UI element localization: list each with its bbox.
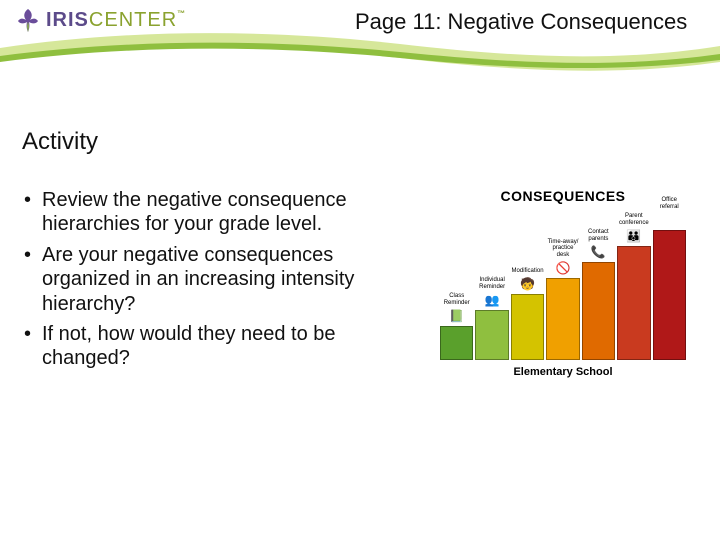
chart-caption: Elementary School <box>438 366 688 378</box>
logo-center-text: CENTER <box>89 9 177 31</box>
bar-rect <box>653 230 686 360</box>
chart-bar: Modification 🧒 <box>511 258 544 360</box>
bar-label: Individual Reminder <box>479 274 505 290</box>
chart-bar: Contact parents 📞 <box>582 226 615 360</box>
bar-icon: 👥 <box>483 292 501 308</box>
logo-tm: ™ <box>177 9 186 18</box>
chart-title: CONSEQUENCES <box>438 188 688 204</box>
bar-label: Contact parents <box>588 226 609 242</box>
chart-bar: Time-away/ practice desk 🚫 <box>546 242 579 360</box>
chart-bar: Office referral <box>653 194 686 360</box>
bar-label: Time-away/ practice desk <box>546 242 579 258</box>
slide-header: IRISCENTER™ Page 11: Negative Consequenc… <box>0 0 720 78</box>
bar-icon: 🚫 <box>554 260 572 276</box>
list-item: Are your negative consequences organized… <box>22 243 422 316</box>
consequences-chart: CONSEQUENCES Class Reminder 📗 Individual R… <box>438 188 688 378</box>
bullet-list: Review the negative consequence hierarch… <box>22 188 422 377</box>
bar-label: Parent conference <box>619 210 649 226</box>
bar-icon: 👪 <box>625 228 643 244</box>
chart-bars: Class Reminder 📗 Individual Reminder 👥 Modif… <box>438 210 688 360</box>
iris-center-logo: IRISCENTER™ <box>14 6 186 34</box>
chart-bar: Class Reminder 📗 <box>440 290 473 360</box>
bar-label: Modification <box>512 258 544 274</box>
activity-heading: Activity <box>22 128 698 156</box>
bar-icon <box>660 212 678 228</box>
iris-flower-icon <box>14 6 42 34</box>
bar-rect <box>511 294 544 360</box>
bar-rect <box>475 310 508 360</box>
bar-rect <box>582 262 615 360</box>
bar-label: Class Reminder <box>444 290 470 306</box>
page-title: Page 11: Negative Consequences <box>355 8 687 36</box>
list-item: Review the negative consequence hierarch… <box>22 188 422 237</box>
body-row: Review the negative consequence hierarch… <box>22 188 698 378</box>
slide-content: Activity Review the negative consequence… <box>0 78 720 378</box>
bar-rect <box>546 278 579 360</box>
bar-label: Office referral <box>660 194 679 210</box>
logo-text: IRISCENTER™ <box>46 9 186 32</box>
chart-bar: Parent conference 👪 <box>617 210 650 360</box>
logo-iris-text: IRIS <box>46 9 89 31</box>
chart-bar: Individual Reminder 👥 <box>475 274 508 360</box>
bar-icon: 📞 <box>589 244 607 260</box>
bar-rect <box>617 246 650 360</box>
list-item: If not, how would they need to be change… <box>22 322 422 371</box>
bar-icon: 📗 <box>448 308 466 324</box>
bar-rect <box>440 326 473 360</box>
bar-icon: 🧒 <box>519 276 537 292</box>
